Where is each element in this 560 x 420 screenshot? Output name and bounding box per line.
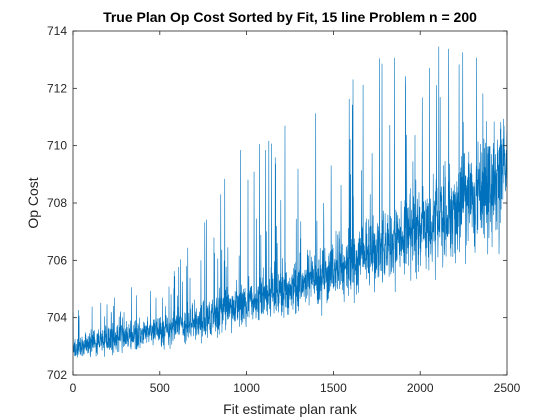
y-tick-label: 702 — [47, 368, 67, 382]
y-tick-label: 714 — [47, 24, 67, 38]
y-tick-label: 712 — [47, 81, 67, 95]
series-line-0 — [72, 46, 508, 358]
x-tick-label: 500 — [150, 381, 170, 395]
x-tick-label: 1000 — [233, 381, 260, 395]
y-tick-label: 710 — [47, 139, 67, 153]
y-tick-label: 706 — [47, 253, 67, 267]
chart-title: True Plan Op Cost Sorted by Fit, 15 line… — [103, 9, 477, 25]
x-tick-label: 2500 — [494, 381, 521, 395]
series-layer — [72, 46, 508, 358]
x-tick-label: 1500 — [320, 381, 347, 395]
x-tick-label: 0 — [70, 381, 77, 395]
y-tick-label: 708 — [47, 196, 67, 210]
x-axis-label: Fit estimate plan rank — [223, 401, 358, 417]
axes-layer: 0 500 1000 1500 2000 2500 702 704 706 708 710 712 71… — [47, 24, 521, 395]
x-tick-label: 2000 — [407, 381, 434, 395]
y-tick-label: 704 — [47, 311, 67, 325]
y-axis-label: Op Cost — [25, 177, 41, 228]
